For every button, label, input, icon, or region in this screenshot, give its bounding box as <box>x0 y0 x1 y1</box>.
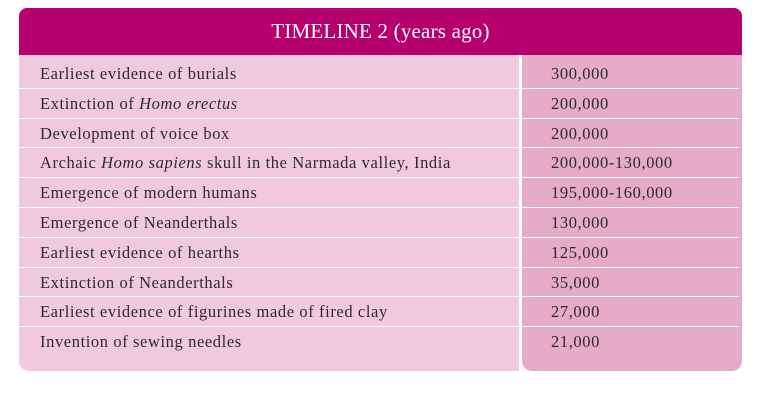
date-cell: 21,000 <box>551 332 600 352</box>
table-row: Emergence of modern humans 195,000-160,00… <box>19 178 742 208</box>
table-row: Earliest evidence of figurines made of f… <box>19 297 742 328</box>
timeline-table: Earliest evidence of burials 300,000 Extin… <box>19 59 742 357</box>
row-divider <box>522 236 739 238</box>
table-row: Earliest evidence of hearths 125,000 <box>19 238 742 268</box>
table-row: Extinction of Homo erectus 200,000 <box>19 89 742 119</box>
row-divider <box>19 87 519 89</box>
date-cell: 200,000 <box>551 123 609 143</box>
row-divider <box>522 117 739 119</box>
event-cell: Extinction of Neanderthals <box>40 272 234 292</box>
row-divider <box>522 147 739 149</box>
table-row: Extinction of Neanderthals 35,000 <box>19 268 742 298</box>
row-divider <box>19 206 519 208</box>
table-row: Development of voice box 200,000 <box>19 119 742 149</box>
row-divider <box>19 177 519 179</box>
event-cell: Earliest evidence of burials <box>40 64 237 83</box>
row-divider <box>19 147 519 149</box>
date-cell: 300,000 <box>551 64 609 83</box>
row-divider <box>19 326 519 328</box>
date-cell: 200,000 <box>551 93 609 113</box>
event-cell: Emergence of Neanderthals <box>40 212 238 232</box>
row-divider <box>522 87 739 89</box>
row-divider <box>522 206 739 208</box>
table-row: Emergence of Neanderthals 130,000 <box>19 208 742 238</box>
date-cell: 27,000 <box>551 302 600 322</box>
row-divider <box>19 296 519 298</box>
event-cell: Development of voice box <box>40 123 230 143</box>
row-divider <box>522 266 739 268</box>
date-cell: 200,000-130,000 <box>551 153 673 173</box>
event-cell: Archaic Homo sapiens skull in the Narmad… <box>40 153 451 173</box>
row-divider <box>19 117 519 119</box>
table-row: Invention of sewing needles 21,000 <box>19 327 742 357</box>
event-cell: Earliest evidence of figurines made of f… <box>40 302 388 322</box>
event-cell: Emergence of modern humans <box>40 183 258 203</box>
row-divider <box>522 177 739 179</box>
timeline-title: TIMELINE 2 (years ago) <box>19 8 742 55</box>
event-cell: Invention of sewing needles <box>40 332 242 352</box>
row-divider <box>522 296 739 298</box>
row-divider <box>522 326 739 328</box>
row-divider <box>19 236 519 238</box>
event-column-background <box>19 55 519 371</box>
event-cell: Extinction of Homo erectus <box>40 93 238 113</box>
date-cell: 195,000-160,000 <box>551 183 673 203</box>
date-cell: 130,000 <box>551 212 609 232</box>
date-column-background <box>522 55 742 371</box>
row-divider <box>19 266 519 268</box>
table-row: Archaic Homo sapiens skull in the Narmad… <box>19 148 742 179</box>
event-cell: Earliest evidence of hearths <box>40 242 240 262</box>
date-cell: 35,000 <box>551 272 600 292</box>
date-cell: 125,000 <box>551 242 609 262</box>
table-row: Earliest evidence of burials 300,000 <box>19 59 742 89</box>
